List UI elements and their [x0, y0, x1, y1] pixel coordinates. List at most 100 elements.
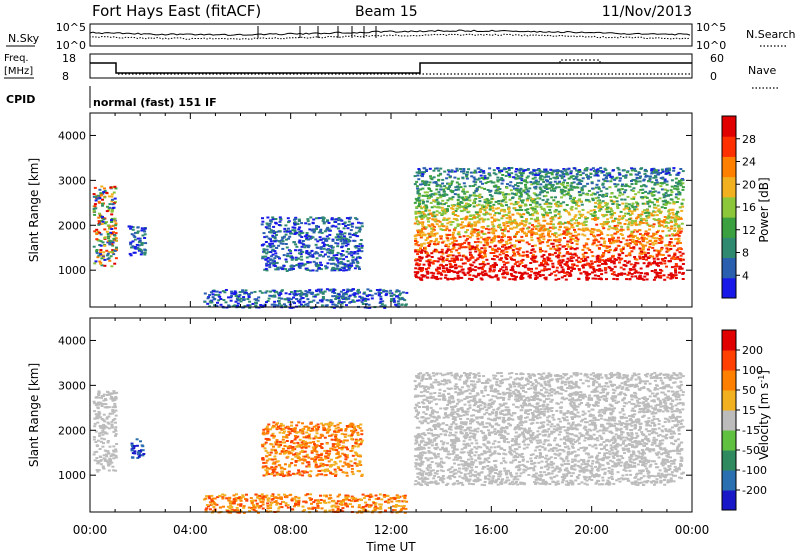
data-cell — [321, 291, 325, 294]
data-cell — [502, 208, 506, 211]
data-cell — [217, 293, 221, 296]
data-cell — [114, 222, 118, 225]
data-cell — [242, 299, 246, 301]
data-cell — [619, 248, 623, 251]
colorbar-tick-label: 20 — [742, 178, 756, 191]
data-cell — [669, 272, 673, 275]
data-cell — [221, 290, 225, 293]
data-cell — [103, 187, 106, 190]
data-cell — [475, 213, 479, 215]
data-cell — [657, 173, 661, 176]
data-cell — [110, 228, 114, 230]
data-cell — [113, 197, 117, 200]
data-cell — [307, 223, 311, 226]
data-cell — [253, 290, 257, 293]
data-cell — [511, 213, 515, 216]
data-cell — [641, 210, 645, 213]
data-cell — [430, 234, 434, 237]
data-cell — [477, 254, 481, 257]
data-cell — [551, 262, 555, 265]
data-cell — [108, 392, 112, 395]
data-cell — [101, 198, 104, 201]
data-cell — [130, 246, 133, 249]
data-cell — [446, 173, 450, 176]
data-cell — [547, 223, 551, 226]
data-cell — [336, 219, 340, 222]
data-cell — [93, 402, 97, 405]
data-cell — [378, 302, 382, 304]
data-cell — [112, 445, 116, 448]
data-cell — [661, 176, 665, 179]
data-cell — [507, 210, 511, 213]
data-cell — [330, 250, 334, 253]
data-cell — [532, 225, 536, 228]
data-cell — [336, 233, 339, 236]
data-cell — [482, 206, 486, 208]
data-cell — [631, 240, 634, 243]
data-cell — [304, 303, 308, 306]
data-cell — [286, 255, 290, 257]
data-cell — [555, 244, 559, 247]
data-cell — [600, 273, 604, 276]
data-cell — [429, 212, 433, 215]
data-cell — [524, 209, 528, 212]
data-cell — [542, 195, 546, 198]
data-cell — [106, 391, 110, 394]
data-cell — [316, 240, 320, 243]
data-cell — [332, 290, 336, 293]
data-cell — [610, 273, 614, 275]
data-cell — [457, 265, 461, 268]
data-cell — [646, 209, 650, 212]
data-cell — [483, 187, 487, 190]
data-cell — [417, 168, 421, 170]
data-cell — [592, 212, 596, 215]
data-cell — [255, 302, 258, 305]
data-cell — [264, 258, 268, 261]
data-cell — [493, 245, 497, 248]
data-cell — [347, 252, 351, 255]
data-cell — [678, 206, 682, 209]
data-cell — [428, 264, 432, 267]
data-cell — [552, 245, 555, 248]
data-cell — [547, 171, 551, 174]
data-cell — [415, 220, 419, 223]
data-cell — [627, 253, 631, 256]
data-cell — [490, 195, 494, 198]
data-cell — [102, 427, 106, 430]
data-cell — [110, 217, 114, 220]
data-cell — [505, 186, 509, 189]
data-cell — [672, 169, 676, 172]
data-cell — [599, 201, 603, 204]
data-cell — [678, 251, 682, 254]
data-cell — [534, 274, 538, 277]
data-cell — [414, 273, 418, 276]
data-cell — [604, 169, 608, 172]
data-cell — [467, 268, 471, 271]
data-cell — [315, 290, 319, 293]
data-cell — [524, 186, 528, 189]
data-cell — [510, 266, 514, 269]
data-cell — [424, 180, 427, 183]
data-cell — [110, 200, 114, 203]
data-cell — [656, 200, 659, 203]
data-cell — [490, 221, 494, 224]
data-cell — [681, 278, 685, 280]
noise-left-tick-bottom: 10^0 — [56, 39, 86, 52]
data-cell — [287, 297, 291, 300]
data-cell — [584, 228, 587, 231]
data-cell — [498, 248, 501, 250]
data-cell — [669, 274, 673, 277]
data-cell — [336, 251, 340, 254]
data-cell — [511, 274, 514, 277]
data-cell — [518, 254, 522, 257]
data-cell — [653, 260, 656, 263]
data-cell — [105, 210, 109, 213]
data-cell — [444, 229, 448, 232]
data-cell — [538, 186, 542, 189]
data-cell — [672, 213, 676, 216]
data-cell — [570, 237, 573, 240]
data-cell — [276, 268, 280, 271]
data-cell — [674, 196, 678, 199]
data-cell — [515, 233, 518, 235]
data-cell — [293, 294, 297, 297]
